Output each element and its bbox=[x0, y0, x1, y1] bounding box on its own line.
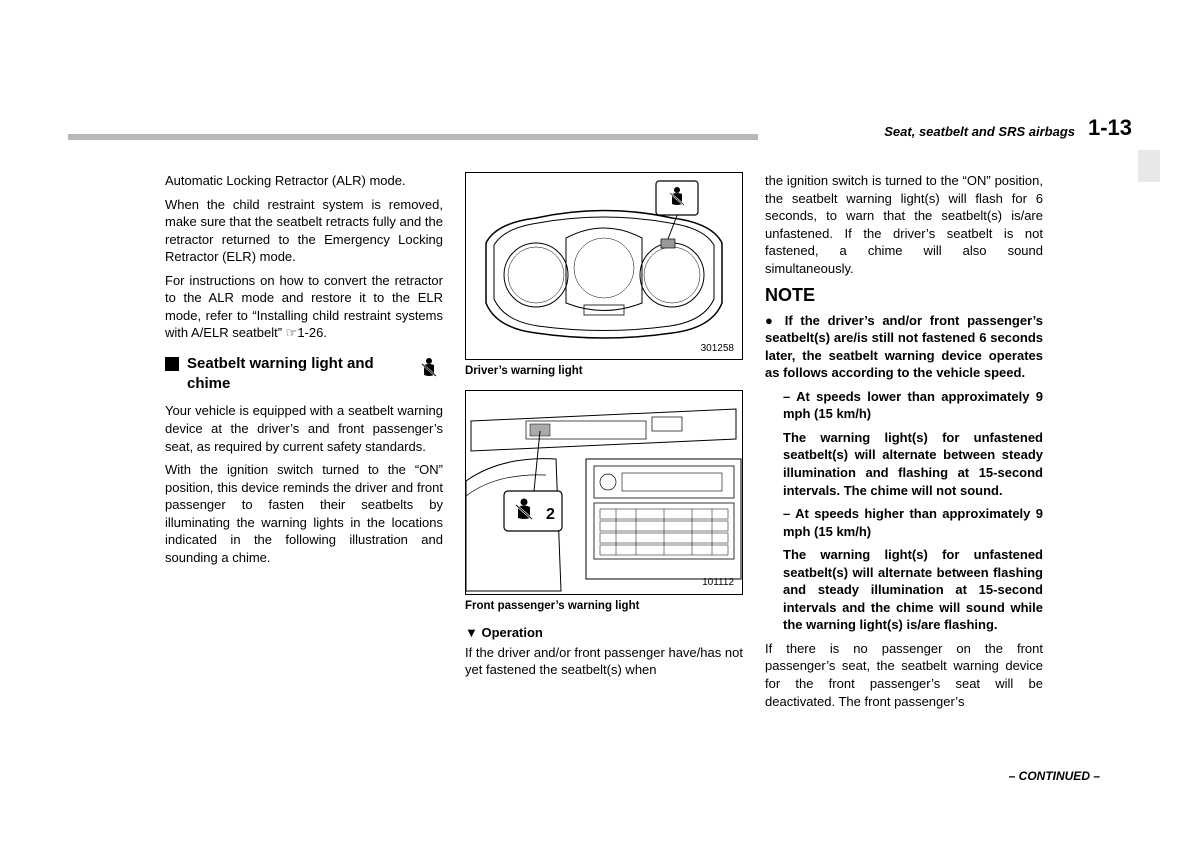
fig1-caption: Driver’s warning light bbox=[465, 364, 743, 380]
column-2: 301258 Driver’s warning light bbox=[465, 172, 743, 716]
warning-on: With the ignition switch turned to the “… bbox=[165, 461, 443, 566]
section-bullet bbox=[165, 357, 179, 371]
note-b2h: – At speeds higher than approximately 9 … bbox=[783, 505, 1043, 540]
col3-p1: the ignition switch is turned to the “ON… bbox=[765, 172, 1043, 277]
fig2-callout-num: 2 bbox=[546, 506, 555, 523]
note-b2: The warning light(s) for unfastened seat… bbox=[783, 546, 1043, 634]
figure-driver-warning: 301258 bbox=[465, 172, 743, 360]
note-b1: The warning light(s) for unfastened seat… bbox=[783, 429, 1043, 499]
elr-note: When the child restraint system is remov… bbox=[165, 196, 443, 266]
note-lead: ● If the driver’s and/or front passenger… bbox=[765, 312, 1043, 382]
page-number: 1-13 bbox=[1088, 115, 1132, 141]
side-tab bbox=[1138, 150, 1160, 182]
header-section: Seat, seatbelt and SRS airbags bbox=[884, 124, 1075, 139]
operation-text: If the driver and/or front passenger hav… bbox=[465, 644, 743, 679]
header-rule bbox=[68, 134, 758, 140]
column-3: the ignition switch is turned to the “ON… bbox=[765, 172, 1043, 716]
fig2-ref: 101112 bbox=[702, 576, 734, 590]
alr-intro: Automatic Locking Retractor (ALR) mode. bbox=[165, 172, 443, 190]
fig2-caption: Front passenger’s warning light bbox=[465, 599, 743, 615]
operation-heading: ▼ Operation bbox=[465, 624, 743, 642]
note-b1h: – At speeds lower than approximately 9 m… bbox=[783, 388, 1043, 423]
note-heading: NOTE bbox=[765, 283, 1043, 307]
column-1: Automatic Locking Retractor (ALR) mode. … bbox=[165, 172, 443, 716]
elr-ref: For instructions on how to convert the r… bbox=[165, 272, 443, 342]
continued-marker: – CONTINUED – bbox=[1009, 769, 1100, 783]
page-body: Automatic Locking Retractor (ALR) mode. … bbox=[165, 172, 1043, 716]
seatbelt-icon bbox=[415, 354, 443, 382]
section-heading-seatbelt-warning: Seatbelt warning light and chime bbox=[165, 354, 443, 395]
warning-equip: Your vehicle is equipped with a seatbelt… bbox=[165, 402, 443, 455]
figure-passenger-warning: 2 101112 bbox=[465, 390, 743, 595]
note-body: ● If the driver’s and/or front passenger… bbox=[765, 312, 1043, 634]
col3-p2: If there is no passenger on the front pa… bbox=[765, 640, 1043, 710]
section-title: Seatbelt warning light and chime bbox=[187, 354, 407, 395]
fig1-ref: 301258 bbox=[701, 342, 734, 356]
